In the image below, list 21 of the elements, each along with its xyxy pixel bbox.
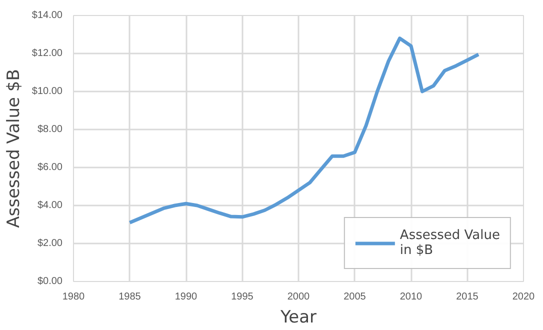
x-tick-label: 2010 [400, 292, 423, 302]
x-tick-label: 2020 [512, 292, 536, 302]
y-tick-label: $12.00 [32, 48, 63, 59]
y-tick-label: $14.00 [32, 10, 63, 21]
y-tick-label: $6.00 [37, 162, 63, 173]
x-tick-label: 1995 [231, 292, 254, 302]
x-tick-label: 2015 [456, 292, 479, 302]
y-tick-label: $2.00 [37, 238, 63, 249]
x-tick-label: 1990 [174, 292, 198, 302]
x-tick-label: 1985 [118, 292, 142, 302]
legend-label: Assessed Value in $B [400, 228, 500, 258]
x-tick-label: 1980 [62, 292, 86, 302]
y-tick-label: $8.00 [37, 124, 63, 135]
x-axis-title: Year [280, 308, 317, 328]
y-tick-label: $0.00 [37, 276, 63, 287]
y-axis-title: Assessed Value $B [4, 69, 24, 228]
x-tick-label: 2005 [344, 292, 366, 302]
y-tick-label: $10.00 [32, 86, 63, 97]
line-series [128, 36, 480, 224]
y-tick-label: $4.00 [37, 200, 63, 211]
x-tick-label: 2000 [287, 292, 310, 302]
